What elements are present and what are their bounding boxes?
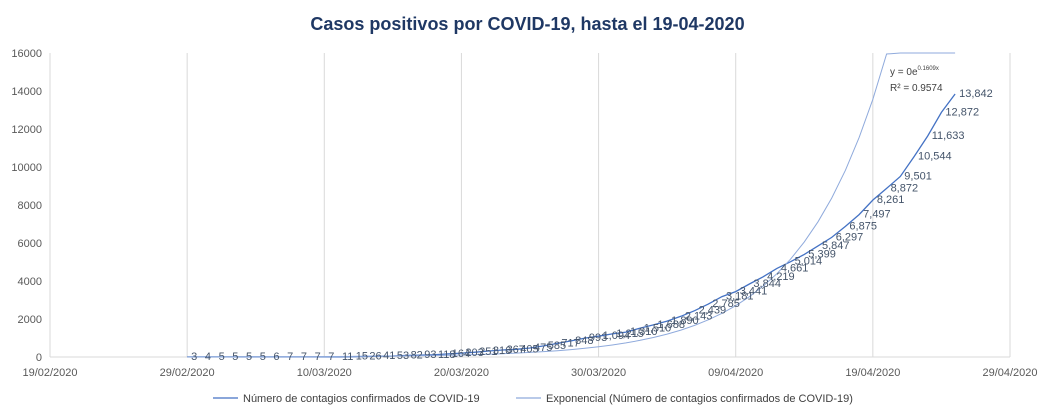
data-label: 2,439 (699, 305, 727, 317)
data-label: 41 (383, 350, 395, 362)
x-tick-label: 29/04/2020 (982, 367, 1037, 379)
x-tick-label: 19/04/2020 (845, 367, 900, 379)
series-line-contagios (187, 93, 956, 358)
data-label: 118 (438, 349, 456, 361)
series-lines (187, 52, 956, 358)
y-tick-label: 0 (36, 352, 42, 364)
data-label: 1,310 (630, 326, 658, 338)
data-label: 251 (479, 346, 497, 358)
x-tick-label: 20/03/2020 (434, 367, 489, 379)
data-label: 7 (301, 351, 307, 363)
data-label: 53 (397, 350, 409, 362)
data-label: 93 (424, 349, 436, 361)
data-label: 10,544 (918, 151, 952, 163)
gridlines (49, 53, 1011, 358)
data-label: 6 (273, 351, 279, 363)
y-tick-label: 16000 (11, 48, 42, 60)
data-label: 5,847 (822, 240, 850, 252)
legend-label-trend: Exponencial (Número de contagios confirm… (546, 393, 853, 405)
data-label: 5 (260, 351, 266, 363)
data-label: 1,688 (657, 319, 685, 331)
data-label: 7 (315, 351, 321, 363)
x-tick-label: 19/02/2020 (22, 367, 77, 379)
data-label: 848 (575, 335, 593, 347)
data-label: 316 (493, 345, 511, 357)
trendline-equation: y = 0e0.1609x R² = 0.9574 (890, 66, 943, 94)
data-label: 9,501 (904, 170, 932, 182)
trendline-r-squared: R² = 0.9574 (890, 83, 943, 94)
data-label: 3,844 (753, 278, 781, 290)
y-tick-label: 14000 (11, 86, 42, 98)
data-label: 5,014 (795, 256, 823, 268)
y-tick-label: 10000 (11, 162, 42, 174)
x-tick-label: 10/03/2020 (297, 367, 352, 379)
data-label: 8,261 (877, 194, 905, 206)
data-label: 3,181 (726, 291, 754, 303)
data-label: 26 (369, 351, 381, 363)
data-label: 15 (356, 351, 368, 363)
data-label: 1,094 (603, 330, 631, 342)
data-label: 203 (465, 347, 483, 359)
data-label: 5 (219, 351, 225, 363)
data-label: 5,399 (808, 248, 836, 260)
data-label: 4,661 (781, 262, 809, 274)
data-label: 2,143 (685, 310, 713, 322)
y-tick-label: 4000 (18, 276, 42, 288)
data-label: 8,872 (891, 182, 919, 194)
y-tick-label: 2000 (18, 314, 42, 326)
y-tick-label: 8000 (18, 200, 42, 212)
data-label: 3,441 (740, 286, 768, 298)
data-label: 7 (328, 351, 334, 363)
data-label: 4 (205, 351, 211, 363)
data-label: 367 (507, 344, 525, 356)
x-axis-ticks: 19/02/2020 29/02/2020 10/03/2020 20/03/2020… (22, 367, 1037, 379)
data-label: 6,297 (836, 231, 864, 243)
data-label: 5 (232, 351, 238, 363)
y-tick-label: 12000 (11, 124, 42, 136)
data-label: 993 (589, 332, 607, 344)
legend: Número de contagios confirmados de COVID… (213, 393, 853, 405)
data-label: 12,872 (945, 106, 979, 118)
y-axis-ticks: 0 2000 4000 6000 8000 10000 12000 14000 16000 (11, 48, 42, 364)
trendline-exponential (187, 52, 956, 358)
data-label: 3 (191, 351, 197, 363)
data-label: 82 (411, 349, 423, 361)
data-label: 7 (287, 351, 293, 363)
legend-label-series: Número de contagios confirmados de COVID… (243, 393, 480, 405)
x-tick-label: 29/02/2020 (160, 367, 215, 379)
data-label: 11,633 (932, 130, 965, 142)
data-label: 1,890 (671, 315, 699, 327)
data-label: 405 (520, 343, 538, 355)
data-label: 6,875 (849, 220, 877, 232)
data-label: 164 (452, 348, 470, 360)
data-label: 7,497 (863, 209, 891, 221)
data-label: 475 (534, 342, 552, 354)
data-label: 1,510 (644, 322, 672, 334)
trendline-equation-text: y = 0e0.1609x (890, 66, 939, 78)
x-tick-label: 30/03/2020 (571, 367, 626, 379)
data-label: 11 (342, 351, 353, 363)
data-label: 4,219 (767, 271, 795, 283)
data-label: 5 (246, 351, 252, 363)
data-label: 585 (548, 340, 566, 352)
data-label: 13,842 (959, 88, 993, 100)
data-label: 717 (561, 337, 579, 349)
data-label: 1,215 (616, 328, 644, 340)
data-labels: 3 4 5 5 5 5 6 7 7 7 7 11 15 26 41 53 82 93 118164203251316… (191, 88, 993, 363)
x-tick-label: 09/04/2020 (708, 367, 763, 379)
data-label: 2,785 (712, 298, 740, 310)
y-tick-label: 6000 (18, 238, 42, 250)
chart-title: Casos positivos por COVID-19, hasta el 1… (310, 14, 745, 34)
